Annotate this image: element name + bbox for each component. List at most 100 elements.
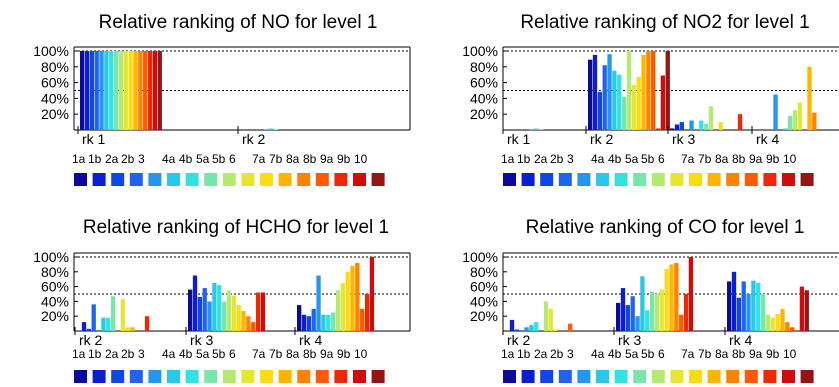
bar [143, 51, 148, 130]
bar [226, 290, 232, 331]
group-label: rk 4 [756, 131, 780, 147]
legend-swatch [800, 173, 814, 186]
bar [236, 305, 241, 331]
bar [91, 304, 96, 331]
legend-swatch [241, 173, 255, 186]
bar [125, 327, 130, 331]
y-tick-label: 20% [470, 308, 498, 324]
legend-swatch [111, 370, 125, 383]
legend-label: 8b [303, 152, 317, 166]
y-tick-label: 60% [470, 279, 498, 295]
legend-label: 2b [121, 152, 135, 166]
legend-label: 7b [269, 152, 283, 166]
bar [110, 296, 116, 331]
bar [670, 128, 675, 130]
bar [345, 271, 350, 331]
legend-swatch [241, 370, 255, 383]
group-label: rk 3 [190, 332, 214, 348]
legend-label: 6 [229, 152, 236, 166]
legend-label: 7a [252, 347, 266, 361]
legend-label: 1b [517, 347, 531, 361]
bar [607, 54, 612, 130]
bar [529, 129, 534, 130]
bar [630, 296, 635, 331]
bar [301, 314, 307, 331]
legend-label: 10 [354, 347, 368, 361]
legend-label: 8b [732, 152, 746, 166]
legend-swatch [707, 370, 721, 383]
bar [514, 329, 519, 331]
bar [674, 124, 680, 130]
bar [221, 301, 227, 331]
bar [241, 311, 246, 331]
y-tick-label: 60% [470, 75, 498, 91]
legend-label: 7a [252, 152, 266, 166]
bar [621, 96, 627, 130]
legend-swatch [558, 173, 572, 186]
legend-swatch [185, 370, 199, 383]
bar [273, 129, 279, 130]
legend-swatch [185, 173, 199, 186]
bar [340, 282, 345, 331]
legend-label: 8b [732, 347, 746, 361]
legend-label: 4a [162, 152, 176, 166]
bar [94, 51, 99, 130]
legend-swatch [689, 370, 702, 383]
bar [120, 299, 125, 331]
legend-swatch [353, 173, 366, 186]
chart-title: Relative ranking of CO for level 1 [526, 217, 805, 238]
bar [133, 51, 138, 130]
legend-swatch [148, 370, 162, 383]
bar [553, 329, 558, 331]
bar [509, 319, 515, 331]
legend-swatch [763, 370, 777, 383]
group-label: rk 1 [507, 131, 531, 147]
legend-label: 7a [681, 152, 695, 166]
legend-label: 4b [608, 347, 622, 361]
bar [620, 288, 626, 331]
bar [626, 51, 632, 130]
legend-swatch [633, 173, 647, 186]
legend-label: 5a [196, 152, 210, 166]
legend-label: 7b [698, 347, 712, 361]
legend-swatch [689, 173, 702, 186]
bar [548, 308, 553, 331]
bar [192, 275, 198, 331]
bar [770, 317, 775, 331]
legend-swatch [129, 370, 143, 383]
bar [597, 92, 602, 130]
y-tick-label: 80% [470, 59, 498, 75]
group-label: rk 2 [79, 332, 103, 348]
bar [355, 262, 360, 331]
legend-label: 5b [641, 152, 655, 166]
bar [731, 271, 737, 331]
legend-swatch [278, 370, 292, 383]
bar [246, 316, 251, 331]
y-tick-label: 20% [41, 308, 69, 324]
bar [144, 316, 150, 331]
legend-swatch [540, 173, 554, 186]
bar [212, 282, 217, 331]
bar [534, 322, 539, 331]
legend-swatch [260, 173, 273, 186]
legend-label: 7b [269, 347, 283, 361]
legend-label: 2b [550, 152, 564, 166]
bar [86, 328, 91, 331]
legend-swatch [521, 173, 535, 186]
bar [699, 120, 704, 130]
bar [660, 75, 666, 130]
legend-swatch [633, 370, 647, 383]
legend-label: 6 [658, 152, 665, 166]
legend-label: 1a [72, 152, 86, 166]
legend-label: 4a [591, 152, 605, 166]
bar [760, 294, 766, 331]
chart-panel-3: Relative ranking of HCHO for level 1 100%… [33, 217, 411, 383]
bar [640, 276, 645, 331]
y-tick-label: 80% [41, 264, 69, 280]
legend-label: 9a [320, 347, 334, 361]
bar [773, 94, 778, 130]
group-label: rk 4 [299, 332, 323, 348]
legend-swatch [596, 370, 609, 383]
bar [659, 289, 664, 331]
